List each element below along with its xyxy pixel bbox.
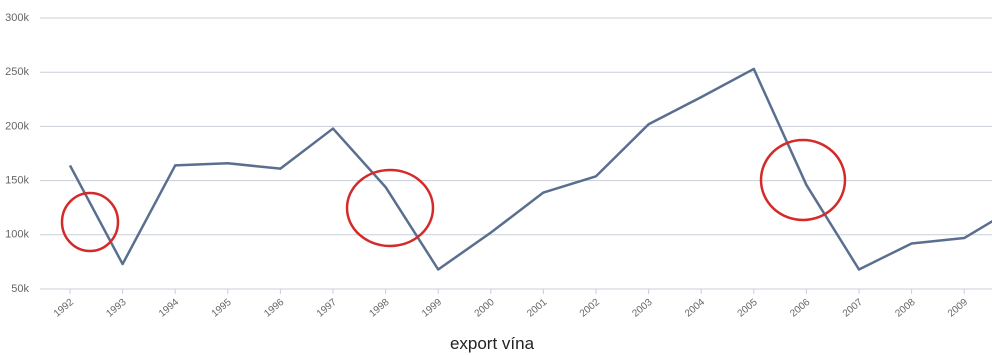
x-tick-label: 2002	[578, 297, 602, 320]
x-tick-label: 2000	[473, 297, 497, 320]
annotation-circle	[345, 168, 435, 248]
y-tick-label: 200k	[5, 120, 29, 132]
plot	[68, 67, 992, 271]
x-tick-label: 1995	[210, 297, 234, 320]
x-tick-label: 2009	[946, 297, 970, 320]
x-tick-label: 1997	[315, 297, 339, 320]
x-tick-label: 2001	[525, 297, 549, 320]
y-tick-label: 100k	[5, 229, 29, 241]
x-tick-label: 2003	[630, 297, 654, 320]
x-tick-label: 2004	[683, 297, 707, 320]
y-tick-label: 250k	[5, 66, 29, 78]
chart-title: export vína	[450, 334, 535, 353]
y-tick-label: 150k	[5, 175, 29, 187]
x-tick-label: 1999	[420, 297, 444, 320]
x-tick-label: 1994	[157, 297, 181, 320]
x-tick-label: 2007	[841, 297, 865, 320]
x-tick-label: 1992	[52, 297, 76, 320]
line	[68, 67, 992, 271]
annotation-circle	[60, 191, 120, 253]
x-tick-label: 2008	[893, 297, 917, 320]
x-tick-label: 2005	[736, 297, 760, 320]
y-tick-label: 50k	[11, 283, 29, 295]
x-tick-label: 1993	[104, 297, 128, 320]
x-tick-label: 1996	[262, 297, 286, 320]
y-tick-label: 300k	[5, 12, 29, 24]
grid: 50k 100k 150k 200k 250k 300k 1992 1993 1994 1995 1…	[5, 12, 992, 320]
x-tick-label: 1998	[367, 297, 391, 320]
annotation-circle	[759, 138, 847, 222]
x-tick-label: 2006	[788, 297, 812, 320]
